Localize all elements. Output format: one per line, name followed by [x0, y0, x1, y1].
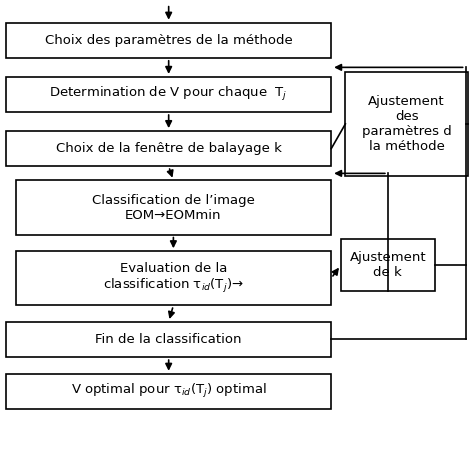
Bar: [6, 131, 331, 166]
Text: Fin de la classification: Fin de la classification: [95, 333, 242, 346]
Text: Ajustement
de k: Ajustement de k: [349, 251, 426, 279]
Text: Classification de l’image
EOM→EOMmin: Classification de l’image EOM→EOMmin: [92, 193, 255, 221]
Bar: [16, 251, 331, 305]
Text: Determination de V pour chaque  T$_j$: Determination de V pour chaque T$_j$: [49, 85, 288, 103]
Bar: [6, 23, 331, 58]
Bar: [6, 322, 331, 357]
Text: Choix de la fenêtre de balayage k: Choix de la fenêtre de balayage k: [56, 142, 282, 155]
Text: Choix des paramètres de la méthode: Choix des paramètres de la méthode: [45, 34, 292, 47]
Bar: [6, 374, 331, 409]
Text: V optimal pour τ$_{id}$(T$_j$) optimal: V optimal pour τ$_{id}$(T$_j$) optimal: [71, 383, 266, 401]
Text: Evaluation de la
classification τ$_{id}$(T$_j$)→: Evaluation de la classification τ$_{id}$…: [103, 262, 244, 295]
Bar: [6, 77, 331, 112]
Bar: [346, 72, 468, 176]
Bar: [341, 239, 435, 291]
Bar: [16, 181, 331, 235]
Text: Ajustement
des
paramètres d
la méthode: Ajustement des paramètres d la méthode: [362, 95, 452, 153]
